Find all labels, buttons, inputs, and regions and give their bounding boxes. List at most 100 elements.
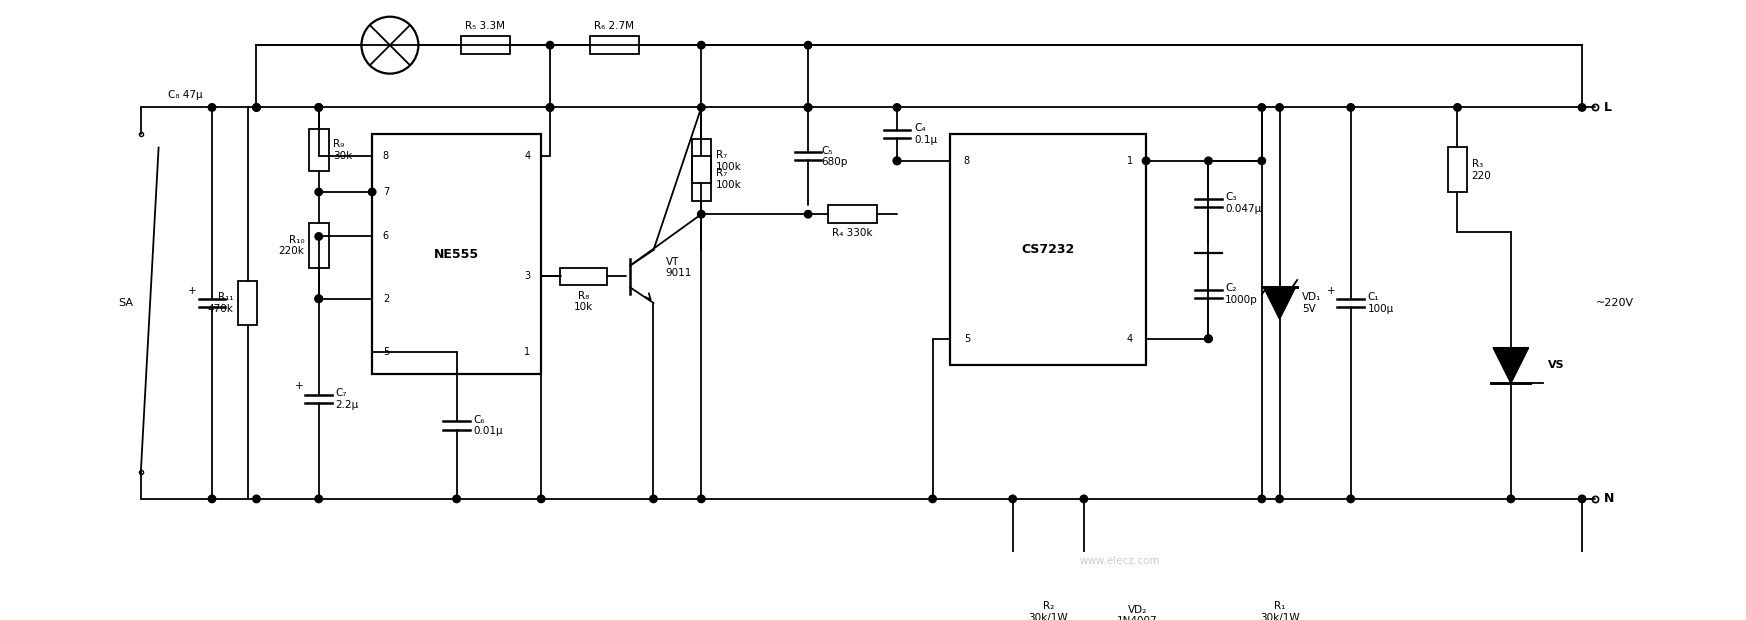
Circle shape bbox=[1276, 495, 1283, 503]
Circle shape bbox=[253, 104, 260, 111]
Circle shape bbox=[368, 188, 375, 196]
Circle shape bbox=[1205, 335, 1212, 342]
Circle shape bbox=[805, 210, 812, 218]
Circle shape bbox=[314, 295, 323, 303]
Text: SA: SA bbox=[119, 298, 134, 308]
Text: 4: 4 bbox=[1126, 334, 1133, 343]
Text: R₅ 3.3M: R₅ 3.3M bbox=[464, 21, 505, 31]
Text: C₁
100μ: C₁ 100μ bbox=[1367, 293, 1393, 314]
Circle shape bbox=[1205, 335, 1212, 342]
Text: 8: 8 bbox=[964, 156, 969, 166]
Text: 8: 8 bbox=[382, 151, 389, 161]
Circle shape bbox=[650, 495, 656, 503]
Text: R₃
220: R₃ 220 bbox=[1472, 159, 1491, 180]
Circle shape bbox=[208, 104, 217, 111]
Text: C₇
2.2μ: C₇ 2.2μ bbox=[335, 388, 360, 410]
Text: VT
9011: VT 9011 bbox=[665, 257, 691, 278]
Text: 1: 1 bbox=[1126, 156, 1133, 166]
Circle shape bbox=[314, 104, 323, 111]
Text: R₂
30k/1W: R₂ 30k/1W bbox=[1028, 601, 1069, 620]
Bar bbox=[1021, 577, 1076, 598]
Circle shape bbox=[805, 42, 812, 49]
Circle shape bbox=[1507, 495, 1514, 503]
Circle shape bbox=[452, 495, 461, 503]
Bar bbox=[1254, 577, 1306, 598]
Circle shape bbox=[698, 210, 705, 218]
Text: CS7232: CS7232 bbox=[1021, 243, 1076, 256]
Text: +: + bbox=[1327, 286, 1336, 296]
Text: NE555: NE555 bbox=[435, 248, 478, 261]
Circle shape bbox=[1205, 157, 1212, 164]
Bar bbox=[560, 268, 606, 285]
Text: VS: VS bbox=[1549, 360, 1564, 370]
Circle shape bbox=[314, 295, 323, 303]
Circle shape bbox=[1578, 104, 1585, 111]
Bar bbox=[309, 128, 328, 171]
Text: ~220V: ~220V bbox=[1596, 298, 1634, 308]
Text: C₂
1000p: C₂ 1000p bbox=[1226, 283, 1259, 305]
Circle shape bbox=[894, 157, 901, 164]
Text: 7: 7 bbox=[382, 187, 389, 197]
Bar bbox=[691, 139, 711, 183]
Circle shape bbox=[208, 495, 217, 503]
Bar bbox=[691, 156, 711, 201]
Circle shape bbox=[1259, 495, 1266, 503]
Text: 3: 3 bbox=[524, 272, 531, 281]
Circle shape bbox=[805, 104, 812, 111]
Bar bbox=[309, 223, 328, 268]
Circle shape bbox=[894, 157, 901, 164]
Text: R₁₁
470k: R₁₁ 470k bbox=[208, 293, 234, 314]
Text: N: N bbox=[1605, 492, 1615, 505]
Bar bbox=[590, 37, 639, 54]
Circle shape bbox=[1009, 495, 1016, 503]
Circle shape bbox=[546, 104, 553, 111]
Text: 5: 5 bbox=[382, 347, 389, 357]
Text: C₈ 47μ: C₈ 47μ bbox=[168, 91, 203, 100]
Circle shape bbox=[314, 495, 323, 503]
Circle shape bbox=[698, 42, 705, 49]
Circle shape bbox=[546, 42, 553, 49]
Circle shape bbox=[1081, 495, 1088, 503]
Text: +: + bbox=[189, 286, 197, 296]
Text: 2: 2 bbox=[382, 294, 389, 304]
Circle shape bbox=[1346, 495, 1355, 503]
Text: www.elecz.com: www.elecz.com bbox=[1079, 556, 1159, 566]
Circle shape bbox=[314, 232, 323, 240]
Circle shape bbox=[538, 495, 545, 503]
Circle shape bbox=[1276, 104, 1283, 111]
Circle shape bbox=[1346, 104, 1355, 111]
Text: 4: 4 bbox=[524, 151, 531, 161]
Bar bbox=[461, 37, 510, 54]
Circle shape bbox=[894, 104, 901, 111]
Polygon shape bbox=[1264, 287, 1296, 319]
Circle shape bbox=[1578, 495, 1585, 503]
Text: 6: 6 bbox=[382, 231, 389, 241]
Text: VD₂
1N4007: VD₂ 1N4007 bbox=[1117, 604, 1158, 620]
Circle shape bbox=[314, 104, 323, 111]
Text: 1: 1 bbox=[524, 347, 531, 357]
Bar bbox=[950, 134, 1145, 365]
Text: R₁
30k/1W: R₁ 30k/1W bbox=[1261, 601, 1299, 620]
Text: R₈
10k: R₈ 10k bbox=[574, 291, 594, 312]
Text: R₄ 330k: R₄ 330k bbox=[833, 228, 873, 239]
Text: C₄
0.1μ: C₄ 0.1μ bbox=[913, 123, 938, 145]
Polygon shape bbox=[1124, 575, 1149, 600]
Circle shape bbox=[698, 495, 705, 503]
Bar bbox=[828, 205, 876, 223]
Circle shape bbox=[1259, 157, 1266, 164]
Text: +: + bbox=[295, 381, 304, 391]
Circle shape bbox=[929, 495, 936, 503]
Polygon shape bbox=[1493, 348, 1529, 383]
Circle shape bbox=[253, 104, 260, 111]
Text: R₇
100k: R₇ 100k bbox=[716, 150, 742, 172]
Bar bbox=[372, 134, 541, 374]
Circle shape bbox=[698, 104, 705, 111]
Text: 5: 5 bbox=[964, 334, 971, 343]
Text: C₆
0.01μ: C₆ 0.01μ bbox=[473, 415, 503, 436]
Circle shape bbox=[253, 495, 260, 503]
Text: R₁₀
220k: R₁₀ 220k bbox=[279, 234, 304, 256]
Circle shape bbox=[1454, 104, 1461, 111]
Bar bbox=[1447, 148, 1467, 192]
Text: C₅
680p: C₅ 680p bbox=[821, 146, 849, 167]
Text: R₇
100k: R₇ 100k bbox=[716, 168, 742, 190]
